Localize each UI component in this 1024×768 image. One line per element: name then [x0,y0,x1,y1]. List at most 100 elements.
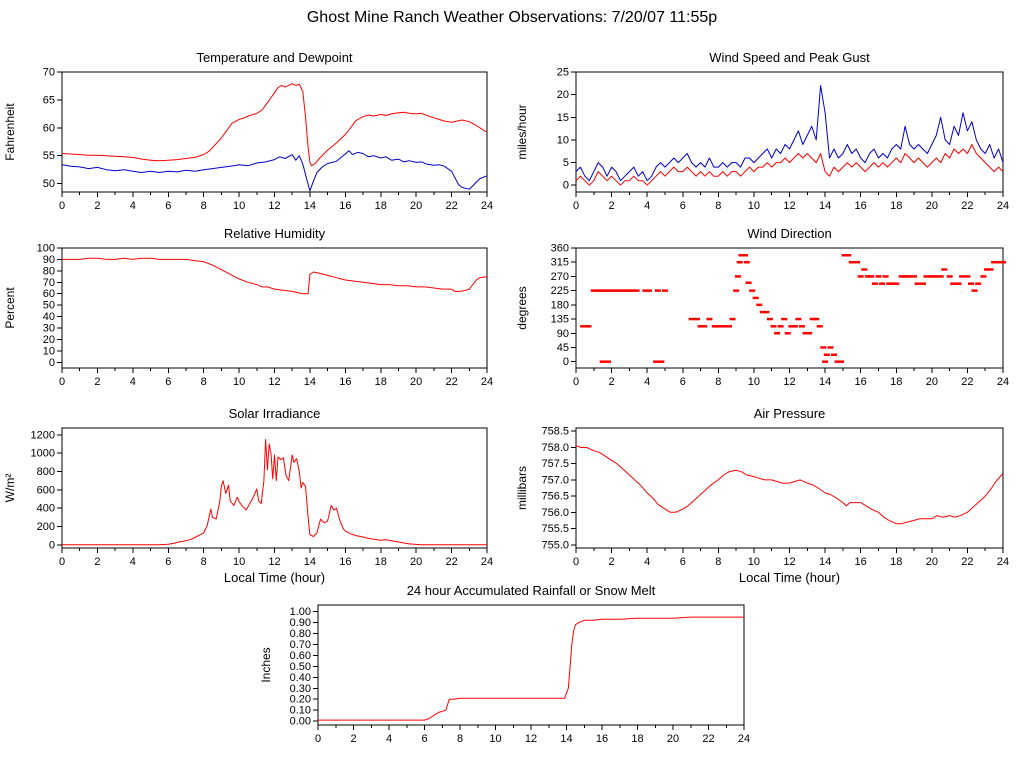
rainfall-title: 24 hour Accumulated Rainfall or Snow Mel… [407,583,656,598]
winddir-xtick: 6 [680,376,686,388]
humidity-xtick: 20 [410,376,422,388]
windspeed-ytick: 25 [557,67,569,79]
solar-ytick: 1200 [31,429,55,441]
rainfall-xtick: 0 [315,733,321,745]
rainfall-ytick: 0.20 [290,694,311,706]
temperature-title: Temperature and Dewpoint [196,50,352,65]
winddir-ytick: 135 [551,314,569,326]
humidity-xtick: 12 [268,376,280,388]
temperature-ytick: 70 [43,67,55,79]
windspeed-xtick: 18 [890,200,902,212]
winddir-ytick: 90 [557,328,569,340]
solar-xtick: 22 [445,556,457,568]
solar-xtick: 8 [201,556,207,568]
windspeed-ylabel: miles/hour [515,104,529,159]
solar-xtick: 0 [59,556,65,568]
humidity-frame [61,247,488,369]
solar-xtick: 10 [233,556,245,568]
pressure-xtick: 16 [855,556,867,568]
temperature-ytick: 50 [43,178,55,190]
windspeed-xtick: 20 [926,200,938,212]
pressure-ytick: 756.5 [541,491,569,503]
rainfall-xtick: 24 [738,733,750,745]
pressure-ytick: 757.5 [541,458,569,470]
winddir-ytick: 360 [551,243,569,255]
windspeed-xtick: 22 [961,200,973,212]
windspeed-xtick: 0 [573,200,579,212]
windspeed-xtick: 10 [748,200,760,212]
humidity-ytick: 0 [49,357,55,369]
windspeed-xtick: 6 [680,200,686,212]
humidity-xtick: 24 [481,376,493,388]
solar-xtick: 18 [375,556,387,568]
humidity-xtick: 0 [59,376,65,388]
relative-humidity-series [62,257,488,295]
pressure-ytick: 755.5 [541,523,569,535]
windspeed-xtick: 4 [644,200,650,212]
humidity-ylabel: Percent [3,287,17,329]
humidity-xtick: 18 [375,376,387,388]
rainfall-xtick: 10 [489,733,501,745]
rainfall-ytick: 0.70 [290,639,311,651]
rainfall-ytick: 0.90 [290,617,311,629]
wind-direction-series [580,254,1006,363]
humidity-xtick: 16 [339,376,351,388]
temperature-xtick: 14 [304,200,316,212]
rainfall-xtick: 2 [350,733,356,745]
rainfall-xtick: 12 [525,733,537,745]
accumulated-rainfall-series [318,616,744,721]
windspeed-ytick: 20 [557,89,569,101]
humidity-xtick: 6 [165,376,171,388]
winddir-ylabel: degrees [515,286,529,329]
temperature-xtick: 18 [375,200,387,212]
humidity-ytick: 100 [37,243,55,255]
solar-xtick: 2 [94,556,100,568]
pressure-xlabel: Local Time (hour) [739,570,840,585]
air-pressure-series [575,445,1004,525]
solar-ytick: 800 [37,466,55,478]
pressure-frame [575,427,1004,549]
humidity-title: Relative Humidity [224,226,326,241]
pressure-xtick: 10 [748,556,760,568]
humidity-ytick: 40 [43,311,55,323]
rainfall-xtick: 22 [702,733,714,745]
humidity-ytick: 50 [43,300,55,312]
solar-xtick: 20 [410,556,422,568]
pressure-ytick: 755.0 [541,539,569,551]
temperature-ytick: 60 [43,122,55,134]
windspeed-xtick: 2 [609,200,615,212]
pressure-plot: Air Pressure millibars Local Time (hour) 0 2… [515,406,1009,585]
pressure-ytick: 758.5 [541,426,569,438]
windspeed-title: Wind Speed and Peak Gust [709,50,870,65]
winddir-xtick: 10 [748,376,760,388]
windspeed-ytick: 5 [563,157,569,169]
solar-ytick: 400 [37,503,55,515]
dewpoint-series [61,150,488,192]
pressure-ytick: 758.0 [541,442,569,454]
humidity-ytick: 10 [43,345,55,357]
rainfall-ytick: 0.30 [290,683,311,695]
windspeed-ytick: 15 [557,112,569,124]
solar-ytick: 0 [49,539,55,551]
chart-rainfall: 24 hour Accumulated Rainfall or Snow Mel… [256,568,768,754]
solar-xtick: 24 [481,556,493,568]
temperature-xtick: 8 [201,200,207,212]
solar-xtick: 4 [130,556,136,568]
winddir-xtick: 24 [997,376,1009,388]
rainfall-xtick: 14 [560,733,572,745]
humidity-ytick: 30 [43,323,55,335]
humidity-xtick: 22 [445,376,457,388]
winddir-ytick: 315 [551,257,569,269]
temperature-series [61,83,488,167]
solar-ylabel: W/m² [3,474,17,503]
pressure-xtick: 12 [783,556,795,568]
solar-xlabel: Local Time (hour) [224,570,325,585]
humidity-xtick: 4 [130,376,136,388]
temperature-xtick: 22 [445,200,457,212]
winddir-xtick: 12 [783,376,795,388]
windspeed-xtick: 8 [715,200,721,212]
